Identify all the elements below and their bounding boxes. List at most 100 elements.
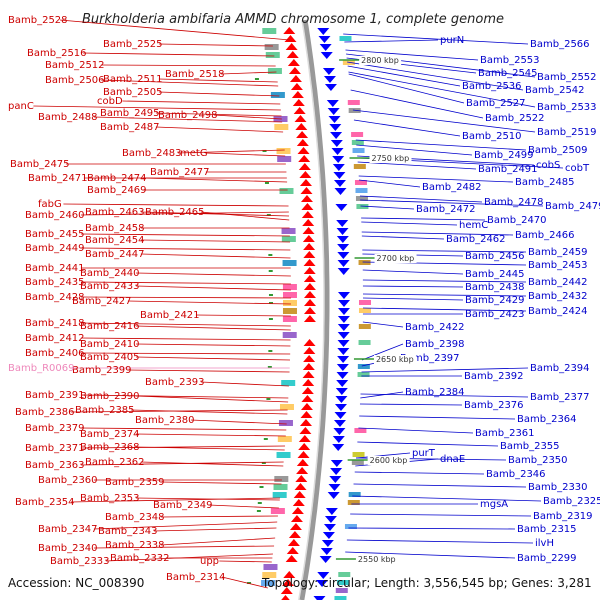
gene-label-right[interactable]: Bamb_2470 [487, 215, 547, 226]
gene-label-right[interactable]: Bamb_2350 [508, 455, 568, 466]
gene-label-left[interactable]: Bamb_2348 [105, 512, 165, 523]
gene-label-right[interactable]: Bamb_2453 [528, 260, 588, 271]
gene-label-right[interactable]: Bamb_2377 [530, 392, 590, 403]
gene-label-left[interactable]: Bamb_2505 [103, 87, 163, 98]
gene-label-right[interactable]: Bamb_2442 [528, 277, 588, 288]
gene-label-right[interactable]: Bamb_2462 [446, 234, 506, 245]
gene-label-right[interactable]: Bamb_2466 [515, 230, 575, 241]
gene-label-left[interactable]: Bamb_2340 [38, 543, 98, 554]
gene-label-left[interactable]: Bamb_2477 [150, 167, 210, 178]
gene-label-right[interactable]: Bamb_2510 [462, 131, 522, 142]
gene-label-right[interactable]: Bamb_2325 [543, 496, 600, 507]
gene-label-left[interactable]: Bamb_2475 [10, 159, 70, 170]
gene-label-left[interactable]: Bamb_2441 [25, 263, 85, 274]
gene-label-left[interactable]: Bamb_2435 [25, 277, 85, 288]
gene-label-left[interactable]: Bamb_2469 [87, 185, 147, 196]
gene-label-right[interactable]: Bamb_2355 [500, 441, 560, 452]
gene-label-left[interactable]: Bamb_2428 [25, 292, 85, 303]
gene-label-left[interactable]: Bamb_2374 [80, 429, 140, 440]
gene-label-left[interactable]: Bamb_2455 [25, 229, 85, 240]
gene-label-left[interactable]: Bamb_2474 [87, 173, 147, 184]
gene-label-right[interactable]: hemC [459, 220, 488, 231]
gene-label-right[interactable]: Bamb_2527 [466, 98, 526, 109]
gene-label-right[interactable]: Bamb_2519 [537, 127, 597, 138]
gene-label-right[interactable]: Bamb_2499 [474, 150, 534, 161]
gene-label-right[interactable]: cobT [565, 163, 590, 174]
gene-label-left[interactable]: Bamb_2488 [38, 112, 98, 123]
gene-label-left[interactable]: Bamb_2516 [27, 48, 87, 59]
gene-label-left[interactable]: Bamb_2483 [122, 148, 182, 159]
gene-label-left[interactable]: Bamb_2354 [15, 497, 75, 508]
gene-label-right[interactable]: Bamb_2315 [517, 524, 577, 535]
gene-label-left[interactable]: Bamb_2427 [72, 296, 132, 307]
gene-label-left[interactable]: Bamb_2447 [85, 249, 145, 260]
gene-label-right[interactable]: Bamb_2397 [400, 353, 460, 364]
gene-label-left[interactable]: Bamb_2353 [80, 493, 140, 504]
gene-label-right[interactable]: Bamb_2364 [517, 414, 577, 425]
gene-label-right[interactable]: Bamb_2456 [465, 251, 525, 262]
gene-label-left[interactable]: Bamb_2406 [25, 348, 85, 359]
gene-label-left[interactable]: Bamb_2314 [166, 572, 226, 583]
gene-label-right[interactable]: Bamb_2384 [405, 387, 465, 398]
gene-label-right[interactable]: Bamb_2491 [478, 164, 538, 175]
gene-label-rna[interactable]: Bamb_R0069 [8, 363, 74, 374]
gene-label-right[interactable]: Bamb_2376 [464, 400, 524, 411]
gene-label-left[interactable]: Bamb_2421 [140, 310, 200, 321]
gene-label-right[interactable]: Bamb_2299 [517, 553, 577, 564]
gene-label-first[interactable]: Bamb_2528 [8, 15, 68, 26]
gene-label-right[interactable]: Bamb_2542 [525, 85, 585, 96]
gene-label-left[interactable]: Bamb_2449 [25, 243, 85, 254]
gene-label-right[interactable]: Bamb_2553 [480, 55, 540, 66]
gene-label-left[interactable]: panC [8, 101, 34, 112]
gene-label-left[interactable]: Bamb_2512 [45, 60, 105, 71]
gene-label-left[interactable]: Bamb_2506 [45, 75, 105, 86]
gene-label-right[interactable]: Bamb_2479 [545, 201, 600, 212]
gene-label-left[interactable]: Bamb_2347 [38, 524, 98, 535]
gene-label-left[interactable]: upp [200, 556, 219, 567]
gene-label-left[interactable]: Bamb_2471 [28, 173, 88, 184]
gene-label-left[interactable]: Bamb_2412 [25, 333, 85, 344]
gene-label-left[interactable]: Bamb_2416 [80, 321, 140, 332]
gene-label-right[interactable]: Bamb_2552 [537, 72, 597, 83]
gene-label-right[interactable]: Bamb_2509 [528, 145, 588, 156]
gene-label-right[interactable]: Bamb_2423 [465, 309, 525, 320]
gene-label-right[interactable]: dnaE [440, 454, 465, 465]
gene-label-right[interactable]: Bamb_2536 [462, 81, 522, 92]
gene-label-left[interactable]: Bamb_2360 [38, 475, 98, 486]
gene-label-right[interactable]: Bamb_2566 [530, 39, 590, 50]
gene-label-right[interactable]: Bamb_2533 [537, 102, 597, 113]
gene-label-left[interactable]: Bamb_2465 [145, 207, 205, 218]
gene-label-right[interactable]: purN [440, 35, 464, 46]
gene-label-left[interactable]: Bamb_2525 [103, 39, 163, 50]
gene-label-left[interactable]: Bamb_2418 [25, 318, 85, 329]
gene-label-left[interactable]: Bamb_2511 [103, 74, 163, 85]
gene-label-right[interactable]: Bamb_2545 [478, 68, 538, 79]
gene-label-left[interactable]: Bamb_2359 [105, 477, 165, 488]
gene-label-right[interactable]: purT [412, 448, 436, 459]
gene-label-left[interactable]: Bamb_2349 [153, 500, 213, 511]
gene-label-right[interactable]: ilvH [535, 538, 554, 549]
gene-label-right[interactable]: Bamb_2361 [475, 428, 535, 439]
gene-label-left[interactable]: Bamb_2440 [80, 268, 140, 279]
gene-label-left[interactable]: Bamb_2343 [98, 526, 158, 537]
gene-label-left[interactable]: Bamb_2363 [25, 460, 85, 471]
gene-label-left[interactable]: Bamb_2487 [100, 122, 160, 133]
gene-label-right[interactable]: Bamb_2398 [405, 339, 465, 350]
gene-label-right[interactable]: Bamb_2432 [528, 291, 588, 302]
gene-label-left[interactable]: Bamb_2399 [72, 365, 132, 376]
gene-label-left[interactable]: Bamb_2338 [105, 540, 165, 551]
gene-label-right[interactable]: Bamb_2459 [528, 247, 588, 258]
gene-label-right[interactable]: Bamb_2438 [465, 282, 525, 293]
gene-label-left[interactable]: Bamb_2362 [85, 457, 145, 468]
gene-label-left[interactable]: Bamb_2454 [85, 235, 145, 246]
gene-label-left[interactable]: Bamb_2379 [25, 423, 85, 434]
gene-label-right[interactable]: Bamb_2346 [486, 469, 546, 480]
gene-label-right[interactable]: Bamb_2392 [464, 371, 524, 382]
gene-label-left[interactable]: Bamb_2458 [85, 223, 145, 234]
gene-label-left[interactable]: fabG [38, 199, 62, 210]
gene-label-right[interactable]: Bamb_2478 [484, 197, 544, 208]
gene-label-left[interactable]: Bamb_2386 [15, 407, 75, 418]
gene-label-left[interactable]: Bamb_2463 [85, 207, 145, 218]
gene-label-right[interactable]: cobS [536, 160, 560, 171]
gene-label-left[interactable]: Bamb_2332 [110, 553, 170, 564]
